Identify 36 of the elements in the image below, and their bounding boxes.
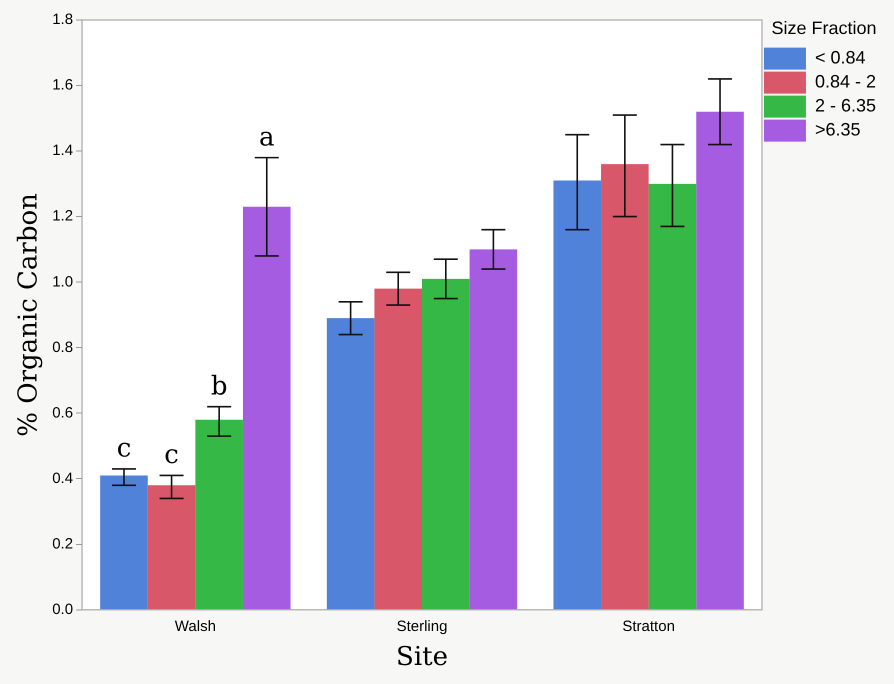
bar — [422, 278, 470, 610]
y-tick-label: 0.8 — [52, 338, 74, 356]
legend-label: >6.35 — [814, 120, 861, 140]
x-axis-title: Site — [396, 642, 448, 672]
y-tick-label: 0.2 — [52, 535, 74, 552]
annotation: c — [164, 440, 179, 470]
bar — [242, 206, 291, 610]
legend-label: < 0.84 — [814, 48, 866, 68]
legend-label: 2 - 6.35 — [814, 96, 876, 116]
bar — [470, 249, 518, 610]
bar — [374, 288, 422, 610]
y-tick-label: 1.8 — [52, 11, 74, 28]
legend-label: 0.84 - 2 — [814, 72, 876, 92]
x-tick-label: Stratton — [622, 618, 675, 635]
bar — [326, 318, 374, 610]
y-tick-label: 1.4 — [52, 142, 74, 160]
x-tick-label: Sterling — [396, 618, 448, 635]
annotation: b — [210, 371, 228, 402]
y-tick-label: 1.0 — [52, 273, 74, 290]
y-tick-label: 0.0 — [52, 600, 74, 618]
bar — [100, 475, 148, 610]
bar — [601, 164, 649, 610]
annotation: a — [259, 122, 275, 152]
x-tick-label: Walsh — [174, 618, 216, 635]
y-tick-label: 1.2 — [52, 208, 74, 225]
y-tick-label: 0.4 — [52, 470, 74, 487]
bar — [553, 180, 602, 610]
bar — [195, 420, 243, 610]
y-tick-label: 0.6 — [52, 404, 74, 422]
bar — [148, 485, 196, 610]
y-axis-title: % Organic Carbon — [13, 192, 44, 437]
y-tick-label: 1.6 — [52, 76, 74, 94]
legend-title: Size Fraction — [771, 18, 877, 38]
bar — [696, 112, 744, 610]
annotation: c — [116, 434, 132, 464]
bar — [648, 184, 696, 610]
